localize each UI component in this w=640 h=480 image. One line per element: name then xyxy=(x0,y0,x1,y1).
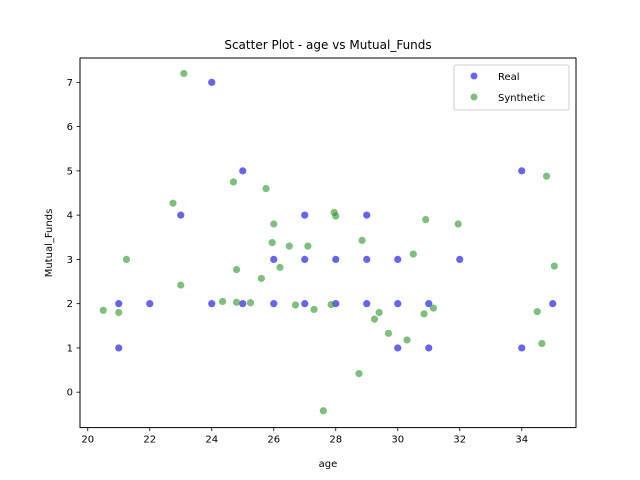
x-tick-label: 28 xyxy=(329,435,342,446)
x-tick-label: 22 xyxy=(143,435,156,446)
synthetic-point xyxy=(375,308,383,317)
real-point xyxy=(363,211,371,219)
real-point xyxy=(146,300,154,308)
real-point xyxy=(301,211,309,219)
synthetic-point xyxy=(99,306,107,314)
x-axis-label: age xyxy=(319,459,338,470)
real-point xyxy=(425,344,433,352)
legend-marker-real xyxy=(470,72,478,80)
x-tick-label: 24 xyxy=(205,435,218,446)
x-tick-label: 26 xyxy=(267,435,280,446)
synthetic-point xyxy=(262,184,270,193)
real-point xyxy=(208,300,216,308)
y-tick-label: 3 xyxy=(67,255,73,266)
synthetic-point xyxy=(355,370,363,378)
y-tick-label: 1 xyxy=(67,343,73,354)
synthetic-point xyxy=(319,407,327,415)
synthetic-point xyxy=(246,299,255,307)
synthetic-point xyxy=(310,305,318,314)
synthetic-point xyxy=(384,329,393,337)
series-real xyxy=(115,78,557,352)
synthetic-point xyxy=(422,215,430,224)
real-point xyxy=(270,300,278,308)
real-point xyxy=(394,344,402,352)
synthetic-point xyxy=(454,220,462,228)
x-ticks: 20 22 24 26 28 30 32 34 xyxy=(81,427,528,446)
legend-marker-synthetic xyxy=(470,93,478,101)
real-point xyxy=(518,344,526,352)
real-point xyxy=(301,255,309,263)
real-point xyxy=(208,78,216,86)
synthetic-point xyxy=(327,300,335,309)
synthetic-point xyxy=(229,178,238,186)
synthetic-point xyxy=(332,212,340,220)
x-tick-label: 20 xyxy=(81,435,94,446)
synthetic-point xyxy=(268,238,276,247)
points-layer xyxy=(99,69,558,415)
synthetic-point xyxy=(219,297,227,306)
chart-title: Scatter Plot - age vs Mutual_Funds xyxy=(224,38,431,52)
legend: Real Synthetic xyxy=(453,64,570,111)
synthetic-point xyxy=(533,308,541,316)
synthetic-point xyxy=(429,304,437,312)
synthetic-point xyxy=(542,172,551,180)
y-tick-label: 0 xyxy=(67,388,73,399)
synthetic-point xyxy=(403,336,411,344)
synthetic-point xyxy=(177,281,185,289)
real-point xyxy=(518,167,526,175)
synthetic-point xyxy=(550,262,558,270)
x-tick-label: 30 xyxy=(391,435,404,446)
y-tick-label: 4 xyxy=(67,211,73,222)
synthetic-point xyxy=(257,274,265,283)
synthetic-point xyxy=(370,315,379,323)
synthetic-point xyxy=(115,308,123,317)
y-tick-label: 5 xyxy=(67,166,73,177)
synthetic-point xyxy=(276,263,284,271)
y-axis-label: Mutual_Funds xyxy=(44,209,55,278)
legend-label-synthetic: Synthetic xyxy=(498,93,545,104)
x-tick-label: 34 xyxy=(515,435,528,446)
synthetic-point xyxy=(285,242,293,250)
synthetic-point xyxy=(291,301,300,309)
plot-frame xyxy=(79,57,577,429)
real-point xyxy=(394,300,402,308)
legend-label-real: Real xyxy=(498,72,520,83)
synthetic-point xyxy=(420,310,428,318)
synthetic-point xyxy=(304,242,312,250)
real-point xyxy=(177,211,185,219)
real-point xyxy=(549,300,557,308)
real-point xyxy=(270,255,278,263)
real-point xyxy=(456,255,464,263)
y-tick-label: 6 xyxy=(67,122,73,133)
real-point xyxy=(239,300,247,308)
synthetic-point xyxy=(358,236,366,244)
synthetic-point xyxy=(409,250,417,258)
synthetic-point xyxy=(169,199,177,207)
real-point xyxy=(425,300,433,308)
synthetic-point xyxy=(180,69,188,78)
real-point xyxy=(363,300,371,308)
real-point xyxy=(115,300,123,308)
legend-box xyxy=(453,64,570,111)
real-point xyxy=(239,167,247,175)
synthetic-point xyxy=(232,298,241,306)
synthetic-point xyxy=(538,339,546,348)
real-point xyxy=(394,255,402,263)
x-tick-label: 32 xyxy=(453,435,466,446)
real-point xyxy=(363,255,371,263)
y-tick-label: 2 xyxy=(67,299,73,310)
synthetic-point xyxy=(232,265,241,274)
synthetic-point xyxy=(122,255,131,263)
y-ticks: 0 1 2 3 4 5 6 7 xyxy=(67,78,80,399)
real-point xyxy=(301,300,309,308)
series-synthetic xyxy=(99,69,558,415)
real-point xyxy=(115,344,123,352)
synthetic-point xyxy=(270,220,278,228)
real-point xyxy=(332,255,340,263)
y-tick-label: 7 xyxy=(67,78,73,89)
